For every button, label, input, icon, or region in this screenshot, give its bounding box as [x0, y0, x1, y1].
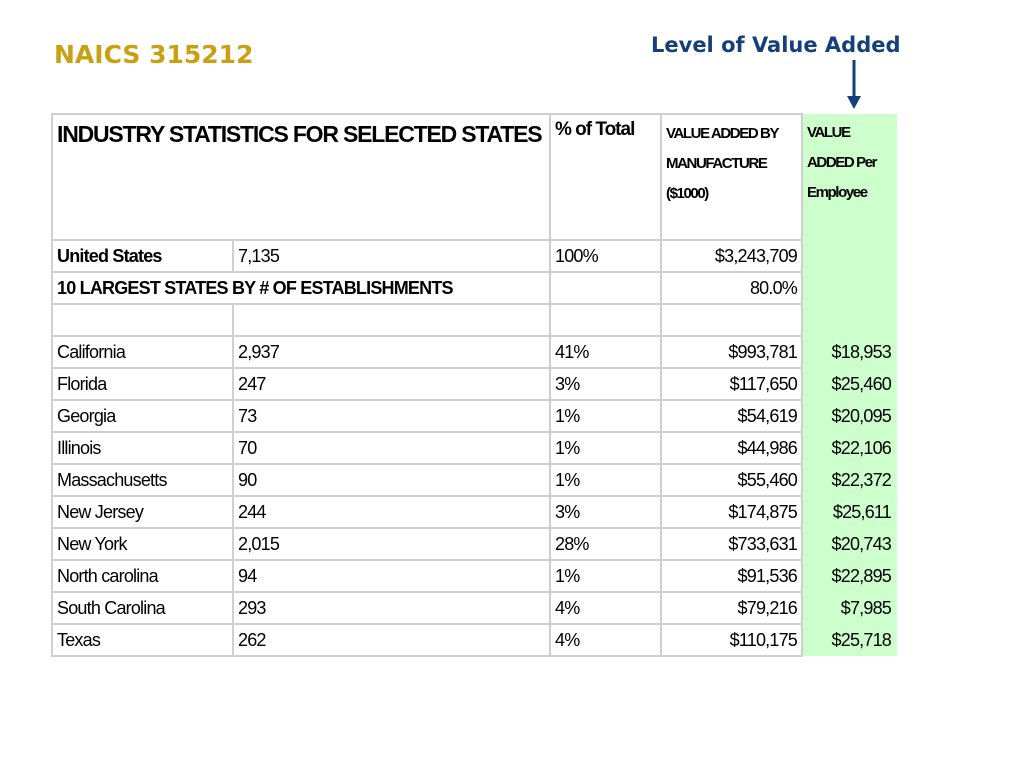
united-states-label: United States — [51, 239, 234, 273]
naics-title: NAICS 315212 — [54, 40, 254, 69]
state-name-cell: Texas — [51, 623, 234, 657]
per-employee-header: VALUE ADDED Per Employee — [801, 114, 897, 240]
united-states-per-employee — [801, 240, 897, 272]
pct-of-total-header: % of Total — [549, 113, 662, 241]
state-name-cell: Massachusetts — [51, 463, 234, 497]
table-row: Massachusetts 90 1% $55,460 $22,372 — [51, 463, 897, 497]
state-name-cell: Georgia — [51, 399, 234, 433]
establishments-cell: 73 — [232, 399, 551, 433]
state-name-cell: New Jersey — [51, 495, 234, 529]
value-added-cell: $733,631 — [660, 527, 803, 561]
table-header-row: INDUSTRY STATISTICS FOR SELECTED STATES … — [51, 113, 897, 241]
value-added-header-line2: MANUFACTURE — [666, 155, 768, 172]
value-added-cell: $993,781 — [660, 335, 803, 369]
united-states-establishments: 7,135 — [232, 239, 551, 273]
table-row: Texas 262 4% $110,175 $25,718 — [51, 623, 897, 657]
value-added-cell: $110,175 — [660, 623, 803, 657]
pct-of-total-cell: 1% — [549, 463, 662, 497]
table-row: Florida 247 3% $117,650 $25,460 — [51, 367, 897, 401]
pct-of-total-cell: 4% — [549, 591, 662, 625]
establishments-cell: 70 — [232, 431, 551, 465]
blank-cell — [801, 304, 897, 336]
table-row: Georgia 73 1% $54,619 $20,095 — [51, 399, 897, 433]
establishments-cell: 244 — [232, 495, 551, 529]
pct-of-total-cell: 41% — [549, 335, 662, 369]
value-added-cell: $44,986 — [660, 431, 803, 465]
establishments-cell: 2,937 — [232, 335, 551, 369]
per-employee-cell: $25,611 — [801, 496, 897, 528]
per-employee-cell: $25,718 — [801, 624, 897, 656]
pct-of-total-cell: 28% — [549, 527, 662, 561]
per-employee-cell: $25,460 — [801, 368, 897, 400]
down-arrow-icon — [847, 60, 861, 109]
table-row: South Carolina 293 4% $79,216 $7,985 — [51, 591, 897, 625]
largest-states-label: 10 LARGEST STATES BY # OF ESTABLISHMENTS — [51, 271, 551, 305]
state-name-cell: Florida — [51, 367, 234, 401]
per-employee-cell: $22,895 — [801, 560, 897, 592]
value-added-header-line1: VALUE ADDED BY — [666, 125, 779, 142]
pct-of-total-cell: 1% — [549, 399, 662, 433]
value-added-cell: $79,216 — [660, 591, 803, 625]
per-employee-header-line3: Employee — [807, 184, 868, 201]
united-states-pct: 100% — [549, 239, 662, 273]
establishments-cell: 94 — [232, 559, 551, 593]
value-added-cell: $174,875 — [660, 495, 803, 529]
level-of-value-added-label: Level of Value Added — [651, 33, 901, 57]
blank-row — [51, 303, 897, 337]
per-employee-header-line2: ADDED Per — [807, 154, 877, 171]
pct-of-total-cell: 3% — [549, 495, 662, 529]
pct-of-total-cell: 1% — [549, 431, 662, 465]
table-row: North carolina 94 1% $91,536 $22,895 — [51, 559, 897, 593]
industry-statistics-table: INDUSTRY STATISTICS FOR SELECTED STATES … — [51, 113, 897, 657]
state-name-cell: New York — [51, 527, 234, 561]
largest-states-per-employee-empty — [801, 272, 897, 304]
value-added-cell: $55,460 — [660, 463, 803, 497]
table-row: New Jersey 244 3% $174,875 $25,611 — [51, 495, 897, 529]
per-employee-header-line1: VALUE — [807, 124, 851, 141]
table-row: Illinois 70 1% $44,986 $22,106 — [51, 431, 897, 465]
united-states-value-added: $3,243,709 — [660, 239, 803, 273]
table-title: INDUSTRY STATISTICS FOR SELECTED STATES — [51, 113, 550, 241]
blank-cell — [549, 303, 662, 337]
table-row: New York 2,015 28% $733,631 $20,743 — [51, 527, 897, 561]
establishments-cell: 2,015 — [232, 527, 551, 561]
pct-of-total-cell: 4% — [549, 623, 662, 657]
state-name-cell: South Carolina — [51, 591, 234, 625]
establishments-cell: 262 — [232, 623, 551, 657]
establishments-cell: 293 — [232, 591, 551, 625]
pct-of-total-cell: 1% — [549, 559, 662, 593]
value-added-cell: $54,619 — [660, 399, 803, 433]
united-states-row: United States 7,135 100% $3,243,709 — [51, 239, 897, 273]
per-employee-cell: $20,095 — [801, 400, 897, 432]
value-added-header-line3: ($1000) — [666, 185, 709, 202]
per-employee-cell: $22,372 — [801, 464, 897, 496]
value-added-header: VALUE ADDED BY MANUFACTURE ($1000) — [660, 113, 803, 241]
largest-states-row: 10 LARGEST STATES BY # OF ESTABLISHMENTS… — [51, 271, 897, 305]
largest-states-pct-empty — [549, 271, 662, 305]
largest-states-value: 80.0% — [660, 271, 803, 305]
per-employee-cell: $22,106 — [801, 432, 897, 464]
establishments-cell: 247 — [232, 367, 551, 401]
value-added-cell: $117,650 — [660, 367, 803, 401]
state-name-cell: North carolina — [51, 559, 234, 593]
establishments-cell: 90 — [232, 463, 551, 497]
per-employee-cell: $18,953 — [801, 336, 897, 368]
pct-of-total-cell: 3% — [549, 367, 662, 401]
per-employee-cell: $7,985 — [801, 592, 897, 624]
per-employee-cell: $20,743 — [801, 528, 897, 560]
value-added-cell: $91,536 — [660, 559, 803, 593]
state-name-cell: California — [51, 335, 234, 369]
blank-cell — [51, 303, 234, 337]
blank-cell — [232, 303, 551, 337]
state-name-cell: Illinois — [51, 431, 234, 465]
blank-cell — [660, 303, 803, 337]
table-row: California 2,937 41% $993,781 $18,953 — [51, 335, 897, 369]
